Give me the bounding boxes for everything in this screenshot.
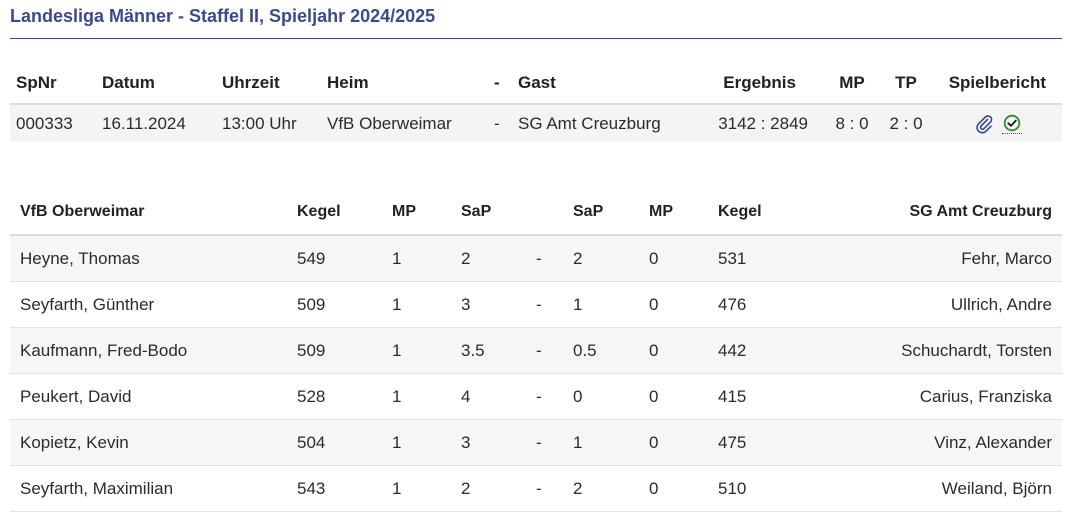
sap-away: 2 [573,248,583,268]
match-time: 13:00 Uhr [222,113,297,133]
mp-home: 1 [392,432,402,452]
away-player: Ullrich, Andre [950,294,1052,314]
mp-away: 0 [649,248,659,268]
match-mp: 8 : 0 [835,113,869,133]
sap-away: 1 [573,432,583,452]
sap-away: 0.5 [573,340,597,360]
mp-away: 0 [649,432,659,452]
header-sap-home: SaP [461,202,492,220]
header-dash: - [494,73,500,92]
header-mp: MP [839,73,865,92]
mp-away: 0 [649,294,659,314]
match-dash: - [494,113,500,133]
kegel-away: 476 [718,294,747,314]
mp-home: 1 [392,248,402,268]
score-dash: - [536,340,542,360]
games-table: VfB Oberweimar Kegel MP SaP SaP MP Kegel… [10,189,1062,512]
title-divider [10,38,1062,39]
home-player: Peukert, David [20,386,132,406]
match-date: 16.11.2024 [102,113,186,133]
match-number-link[interactable]: 000333 [16,113,73,133]
game-row: Kopietz, Kevin 504 1 3 - 1 0 475 Vinz, A… [10,420,1062,466]
home-player: Seyfarth, Maximilian [20,478,174,498]
home-player: Kopietz, Kevin [20,432,129,452]
match-tp: 2 : 0 [889,113,923,133]
mp-away: 0 [649,340,659,360]
sap-home: 3 [461,432,471,452]
header-mp-home: MP [392,202,416,220]
match-row: 000333 16.11.2024 13:00 Uhr VfB Oberweim… [10,105,1062,142]
game-row: Seyfarth, Maximilian 543 1 2 - 2 0 510 W… [10,466,1062,512]
sap-home: 3 [461,294,471,314]
header-home-team: VfB Oberweimar [20,202,145,220]
check-circle-icon[interactable] [1002,113,1022,134]
game-row: Kaufmann, Fred-Bodo 509 1 3.5 - 0.5 0 44… [10,328,1062,374]
away-player: Weiland, Björn [941,478,1052,498]
home-player: Heyne, Thomas [20,248,140,268]
score-dash: - [536,432,542,452]
header-sap-away: SaP [573,202,604,220]
header-heim: Heim [327,73,369,92]
kegel-home: 509 [297,294,326,314]
kegel-away: 531 [718,248,747,268]
header-tp: TP [895,73,917,92]
header-spielbericht: Spielbericht [948,73,1046,92]
mp-home: 1 [392,386,402,406]
sap-away: 1 [573,294,583,314]
home-player: Kaufmann, Fred-Bodo [20,340,188,360]
kegel-home: 549 [297,248,326,268]
game-row: Heyne, Thomas 549 1 2 - 2 0 531 Fehr, Ma… [10,236,1062,282]
score-dash: - [536,294,542,314]
mp-away: 0 [649,386,659,406]
kegel-away: 442 [718,340,747,360]
games-header-row: VfB Oberweimar Kegel MP SaP SaP MP Kegel… [10,189,1062,236]
header-datum: Datum [102,73,155,92]
home-team: VfB Oberweimar [327,113,452,133]
sap-away: 2 [573,478,583,498]
kegel-home: 509 [297,340,326,360]
header-kegel-away: Kegel [718,202,762,220]
home-player: Seyfarth, Günther [20,294,155,314]
header-away-team: SG Amt Creuzburg [909,202,1052,220]
header-ergebnis: Ergebnis [723,73,796,92]
sap-home: 4 [461,386,471,406]
mp-home: 1 [392,478,402,498]
paperclip-icon[interactable] [974,114,994,134]
away-player: Fehr, Marco [961,248,1052,268]
page-title: Landesliga Männer - Staffel II, Spieljah… [10,6,436,26]
match-header-row: SpNr Datum Uhrzeit Heim - Gast Ergebnis … [10,63,1062,105]
kegel-home: 528 [297,386,326,406]
sap-home: 3.5 [461,340,485,360]
header-spnr: SpNr [16,73,57,92]
sap-home: 2 [461,248,471,268]
away-player: Schuchardt, Torsten [901,340,1052,360]
header-uhrzeit: Uhrzeit [222,73,280,92]
sap-away: 0 [573,386,583,406]
match-result: 3142 : 2849 [718,113,808,133]
kegel-home: 543 [297,478,326,498]
game-row: Seyfarth, Günther 509 1 3 - 1 0 476 Ullr… [10,282,1062,328]
kegel-away: 475 [718,432,747,452]
match-summary-table: SpNr Datum Uhrzeit Heim - Gast Ergebnis … [10,63,1062,142]
header-kegel-home: Kegel [297,202,341,220]
header-gast: Gast [518,73,556,92]
report-icons [974,105,1022,142]
away-player: Vinz, Alexander [934,432,1052,452]
score-dash: - [536,478,542,498]
game-row: Peukert, David 528 1 4 - 0 0 415 Carius,… [10,374,1062,420]
mp-home: 1 [392,294,402,314]
mp-away: 0 [649,478,659,498]
kegel-home: 504 [297,432,326,452]
sap-home: 2 [461,478,471,498]
score-dash: - [536,248,542,268]
away-player: Carius, Franziska [919,386,1052,406]
kegel-away: 510 [718,478,747,498]
header-mp-away: MP [649,202,673,220]
mp-home: 1 [392,340,402,360]
kegel-away: 415 [718,386,747,406]
score-dash: - [536,386,542,406]
guest-team: SG Amt Creuzburg [518,113,661,133]
